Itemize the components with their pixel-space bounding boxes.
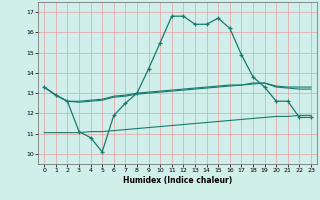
X-axis label: Humidex (Indice chaleur): Humidex (Indice chaleur) [123,176,232,185]
